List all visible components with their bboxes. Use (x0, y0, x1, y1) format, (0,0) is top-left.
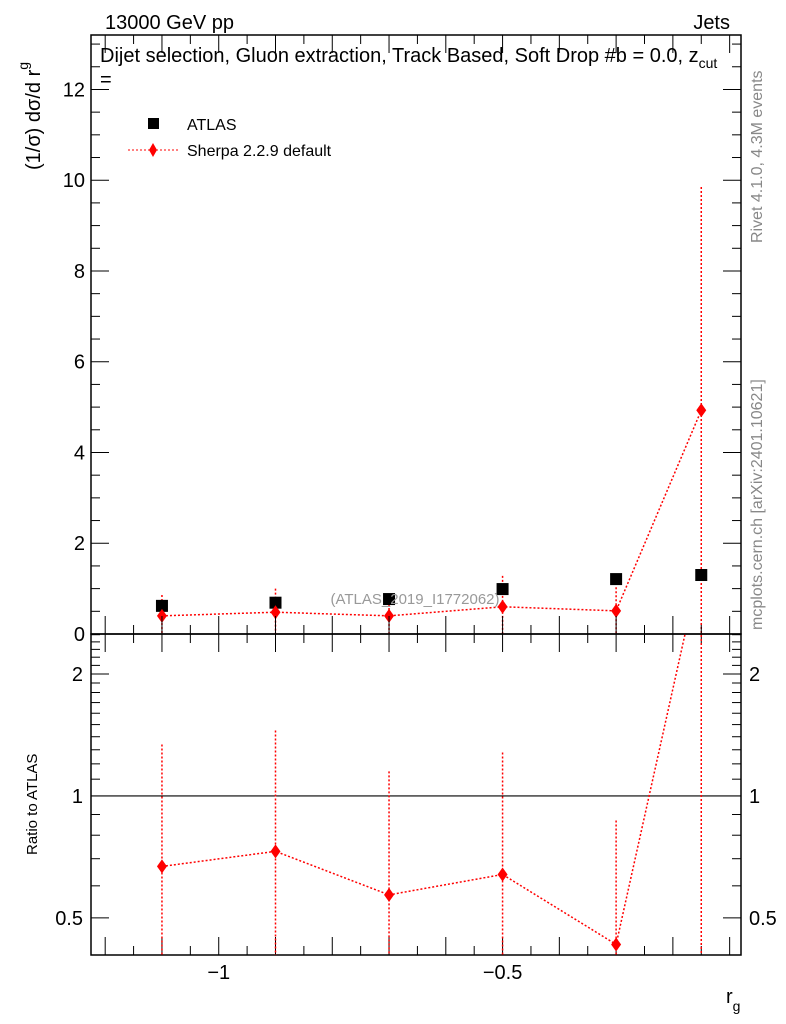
atlas-point (155, 599, 168, 612)
ratio-point (611, 937, 622, 952)
ratio-series (156, 634, 703, 955)
y-tick-label: 4 (74, 442, 85, 464)
y-tick-label: 6 (74, 352, 85, 374)
ratio-line (161, 634, 686, 946)
plot-title: Dijet selection, Gluon extraction, Track… (100, 44, 730, 92)
source-label: mcplots.cern.ch [arXiv:2401.10621] (749, 379, 766, 630)
main-panel: 0 2 4 6 8 10 12 (63, 34, 742, 652)
ratio-y-axis-label: Ratio to ATLAS (24, 754, 41, 855)
ratio-point (384, 887, 395, 902)
x-tick-label: −0.5 (483, 962, 522, 984)
legend: ATLAS Sherpa 2.2.9 default (128, 117, 332, 160)
x-tick-label: −1 (207, 962, 230, 984)
main-y-axis-label: (1/σ) dσ/d rg (15, 62, 45, 170)
ratio-frame (90, 633, 742, 956)
sherpa-point (156, 608, 167, 623)
sherpa-point (611, 603, 622, 618)
ratio-point (270, 844, 281, 859)
rivet-label: Rivet 4.1.0, 4.3M events (749, 70, 766, 243)
plot-title-main: Dijet selection, Gluon extraction, Track… (100, 45, 699, 67)
ratio-y-tick-label: 0.5 (55, 908, 83, 930)
ratio-y-tick-label: 1 (749, 786, 760, 808)
y-tick-label: 2 (74, 533, 85, 555)
sherpa-point (497, 599, 508, 614)
sherpa-point (384, 608, 395, 623)
legend-sherpa-label: Sherpa 2.2.9 default (187, 143, 332, 160)
atlas-point (383, 593, 396, 606)
atlas-point (269, 596, 282, 609)
process-label: Jets (693, 12, 730, 34)
x-axis-label: rg (726, 986, 740, 1014)
atlas-point (695, 569, 708, 582)
legend-atlas-label: ATLAS (187, 117, 237, 134)
analysis-watermark: (ATLAS_2019_I1772062) (330, 591, 499, 608)
legend-sherpa-marker (149, 143, 157, 157)
atlas-point (610, 573, 623, 586)
atlas-point (496, 583, 509, 596)
ratio-panel: −1 −0.5 0.5 0.5 1 1 2 2 (55, 616, 777, 984)
plot-title-subscript: cut (698, 55, 718, 71)
plot-title-tail: = (100, 69, 112, 91)
sherpa-line (161, 409, 702, 617)
legend-atlas-marker (148, 118, 159, 129)
y-tick-label: 0 (74, 624, 85, 646)
ratio-y-tick-label: 0.5 (749, 908, 777, 930)
sherpa-point (696, 403, 707, 418)
ratio-point (156, 859, 167, 874)
ratio-y-tick-label: 2 (749, 664, 760, 686)
sherpa-point (270, 605, 281, 620)
ratio-point (497, 867, 508, 882)
ratio-y-tick-label: 2 (72, 664, 83, 686)
ratio-y-tick-label: 1 (72, 786, 83, 808)
energy-label: 13000 GeV pp (105, 12, 234, 34)
y-tick-label: 8 (74, 261, 85, 283)
y-tick-label: 10 (63, 170, 85, 192)
y-tick-label: 12 (63, 79, 85, 101)
